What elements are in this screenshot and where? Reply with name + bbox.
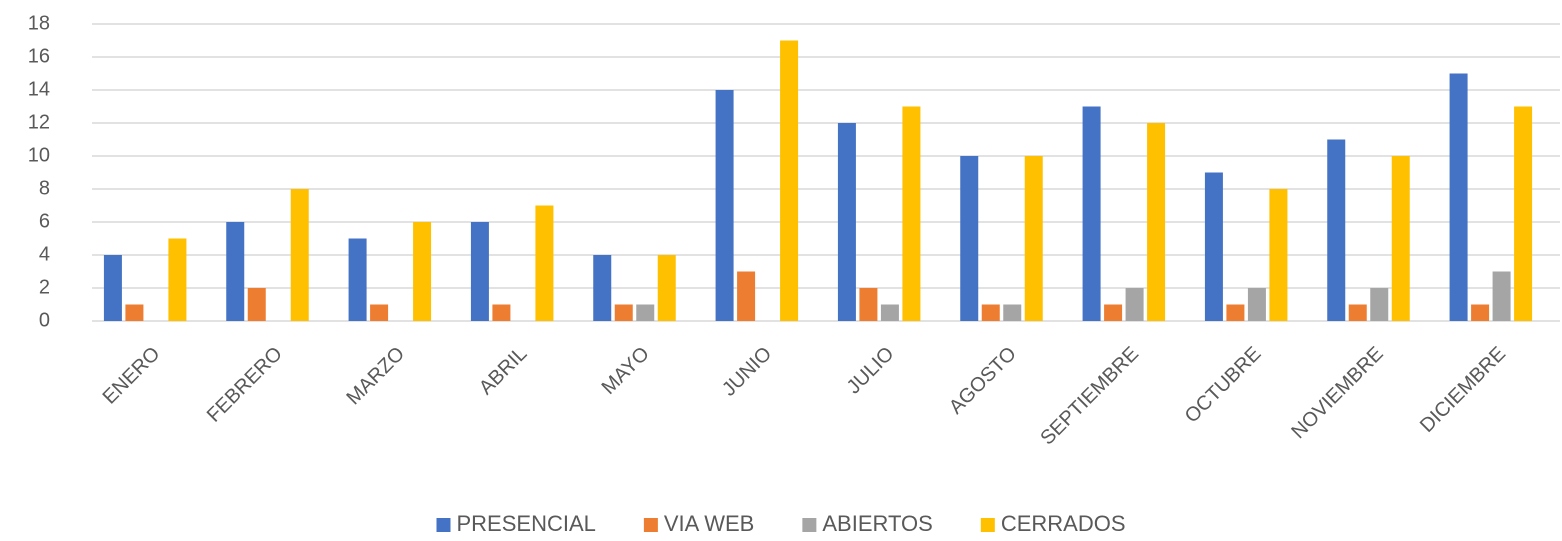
legend-swatch [436,518,451,532]
legend-label: CERRADOS [1001,511,1126,536]
y-tick-label: 8 [39,177,50,199]
x-tick-label: ABRIL [475,343,531,399]
bar [737,271,756,321]
bar [1226,304,1245,321]
x-tick-label: FEBRERO [203,343,287,427]
bar [1247,288,1266,321]
bar [715,90,734,321]
legend-label: ABIERTOS [822,511,932,536]
bar [1003,304,1022,321]
y-tick-label: 2 [39,276,50,298]
bar [960,156,979,321]
bar [1449,73,1468,321]
x-tick-label: OCTUBRE [1181,343,1266,428]
y-tick-label: 10 [28,144,50,166]
x-tick-label: JULIO [843,343,899,399]
bar [470,222,489,321]
bar [1327,139,1346,321]
bar [1391,156,1410,321]
bar [125,304,144,321]
bar [247,288,266,321]
bar [1024,156,1043,321]
bar [370,304,389,321]
bar [348,238,367,321]
x-tick-label: MARZO [342,343,409,410]
x-tick-label: MAYO [598,343,654,399]
bar [614,304,633,321]
bar [1492,271,1511,321]
bar [226,222,245,321]
y-tick-label: 18 [28,12,50,34]
bar [413,222,432,321]
y-tick-label: 16 [28,45,50,67]
y-tick-label: 4 [39,243,50,265]
bar [1104,304,1123,321]
legend-item: CERRADOS [980,511,1126,536]
bar [1147,123,1166,321]
x-tick-label: JUNIO [718,343,776,401]
bar [168,238,187,321]
bar [902,106,921,321]
bar [636,304,655,321]
x-tick-label: DICIEMBRE [1416,343,1510,437]
legend-label: VIA WEB [664,511,754,536]
legend-item: ABIERTOS [802,511,933,536]
bar [1269,189,1288,321]
legend-item: PRESENCIAL [436,511,596,536]
legend-label: PRESENCIAL [456,511,595,536]
bar [657,255,676,321]
bar [981,304,1000,321]
legend-swatch [980,518,995,532]
legend-item: VIA WEB [643,511,754,536]
bar [1370,288,1389,321]
bar [1514,106,1533,321]
bar [780,40,799,321]
y-tick-label: 6 [39,210,50,232]
legend-swatch [802,518,817,532]
y-tick-label: 14 [28,78,50,100]
x-tick-label: SEPTIEMBRE [1036,343,1143,450]
bar [290,189,309,321]
bar [1125,288,1144,321]
x-tick-label: ENERO [99,343,165,409]
bar [103,255,122,321]
bar [837,123,856,321]
bar [1471,304,1490,321]
x-tick-label: NOVIEMBRE [1287,343,1387,443]
bar [593,255,612,321]
bar [1204,172,1223,321]
bar [859,288,878,321]
bar [880,304,899,321]
bar [1348,304,1367,321]
x-tick-label: AGOSTO [945,343,1021,419]
bar [1082,106,1101,321]
bar [535,205,554,321]
y-tick-label: 12 [28,111,50,133]
y-tick-label: 0 [39,309,50,331]
bar [492,304,511,321]
legend-swatch [643,518,658,532]
